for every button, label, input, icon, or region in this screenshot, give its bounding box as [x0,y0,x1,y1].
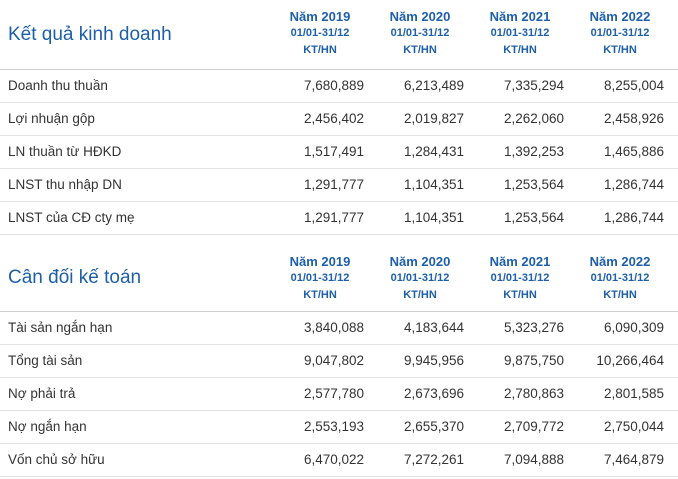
col-unit: KT/HN [303,289,337,301]
kqkd-col-head-2022: Năm 2022 01/01-31/12 KT/HN [570,8,670,59]
table-row: LNST thu nhập DN 1,291,777 1,104,351 1,2… [0,169,678,202]
row-value: 1,291,777 [303,177,364,192]
col-unit: KT/HN [603,289,637,301]
col-unit: KT/HN [303,44,337,56]
row-value: 10,266,464 [596,353,664,368]
row-value: 2,750,044 [603,419,664,434]
row-value: 9,875,750 [503,353,564,368]
row-value: 3,840,088 [303,320,364,335]
row-value: 2,780,863 [503,386,564,401]
row-value: 9,047,802 [303,353,364,368]
table-row: LNST của CĐ cty mẹ 1,291,777 1,104,351 1… [0,202,678,235]
row-value: 1,286,744 [603,177,664,192]
col-year: Năm 2022 [589,9,651,24]
cdkt-col-head-2019: Năm 2019 01/01-31/12 KT/HN [270,253,370,304]
col-year: Năm 2021 [489,254,551,269]
row-value: 2,709,772 [503,419,564,434]
row-value: 1,291,777 [303,210,364,225]
row-value: 1,286,744 [603,210,664,225]
table-row: Lợi nhuận gộp 2,456,402 2,019,827 2,262,… [0,103,678,136]
kqkd-col-head-2020: Năm 2020 01/01-31/12 KT/HN [370,8,470,59]
row-label: Tổng tài sản [8,353,83,368]
row-value: 2,019,827 [403,111,464,126]
row-label: Vốn chủ sở hữu [8,452,105,467]
table-row: Vốn chủ sở hữu 6,470,022 7,272,261 7,094… [0,444,678,477]
col-range: 01/01-31/12 [590,272,650,284]
cdkt-title: Cân đối kế toán [8,267,142,288]
cdkt-header: Cân đối kế toán Năm 2019 01/01-31/12 KT/… [0,235,678,312]
row-value: 9,945,956 [403,353,464,368]
row-value: 1,517,491 [303,144,364,159]
col-unit: KT/HN [603,44,637,56]
kqkd-header: Kết quả kinh doanh Năm 2019 01/01-31/12 … [0,0,678,70]
col-range: 01/01-31/12 [490,272,550,284]
row-value: 2,458,926 [603,111,664,126]
col-range: 01/01-31/12 [290,272,350,284]
col-year: Năm 2020 [389,254,451,269]
col-unit: KT/HN [503,44,537,56]
row-value: 1,104,351 [403,177,464,192]
row-label: LNST của CĐ cty mẹ [8,210,135,225]
row-value: 7,094,888 [503,452,564,467]
row-label: LNST thu nhập DN [8,177,122,192]
table-row: LN thuần từ HĐKD 1,517,491 1,284,431 1,3… [0,136,678,169]
col-year: Năm 2020 [389,9,451,24]
table-row: Doanh thu thuần 7,680,889 6,213,489 7,33… [0,70,678,103]
row-value: 1,253,564 [503,177,564,192]
row-value: 1,392,253 [503,144,564,159]
col-year: Năm 2019 [289,9,351,24]
row-label: Nợ ngắn hạn [8,419,87,434]
row-value: 7,464,879 [603,452,664,467]
col-unit: KT/HN [403,44,437,56]
row-label: Nợ phải trả [8,386,76,401]
row-value: 7,335,294 [503,78,564,93]
col-range: 01/01-31/12 [390,272,450,284]
kqkd-title: Kết quả kinh doanh [8,24,172,45]
table-row: Tổng tài sản 9,047,802 9,945,956 9,875,7… [0,345,678,378]
row-label: Tài sản ngắn hạn [8,320,113,335]
col-range: 01/01-31/12 [390,27,450,39]
table-row: Tài sản ngắn hạn 3,840,088 4,183,644 5,3… [0,312,678,345]
cdkt-col-head-2020: Năm 2020 01/01-31/12 KT/HN [370,253,470,304]
cdkt-col-head-2021: Năm 2021 01/01-31/12 KT/HN [470,253,570,304]
table-row: Nợ phải trả 2,577,780 2,673,696 2,780,86… [0,378,678,411]
row-label: LN thuần từ HĐKD [8,144,122,159]
row-value: 2,553,193 [303,419,364,434]
row-value: 2,262,060 [503,111,564,126]
kqkd-col-head-2019: Năm 2019 01/01-31/12 KT/HN [270,8,370,59]
kqkd-col-head-2021: Năm 2021 01/01-31/12 KT/HN [470,8,570,59]
col-range: 01/01-31/12 [290,27,350,39]
row-value: 1,104,351 [403,210,464,225]
row-value: 2,456,402 [303,111,364,126]
row-value: 5,323,276 [503,320,564,335]
col-year: Năm 2022 [589,254,651,269]
row-value: 2,801,585 [603,386,664,401]
col-unit: KT/HN [403,289,437,301]
cdkt-section: Cân đối kế toán Năm 2019 01/01-31/12 KT/… [0,235,678,477]
table-row: Nợ ngắn hạn 2,553,193 2,655,370 2,709,77… [0,411,678,444]
row-value: 1,465,886 [603,144,664,159]
kqkd-section: Kết quả kinh doanh Năm 2019 01/01-31/12 … [0,0,678,235]
col-unit: KT/HN [503,289,537,301]
row-value: 4,183,644 [403,320,464,335]
row-value: 6,470,022 [303,452,364,467]
row-value: 1,284,431 [403,144,464,159]
col-range: 01/01-31/12 [490,27,550,39]
row-value: 2,577,780 [303,386,364,401]
row-value: 8,255,004 [603,78,664,93]
row-value: 6,213,489 [403,78,464,93]
col-range: 01/01-31/12 [590,27,650,39]
row-value: 7,680,889 [303,78,364,93]
row-label: Lợi nhuận gộp [8,111,95,126]
row-value: 6,090,309 [603,320,664,335]
row-label: Doanh thu thuần [8,78,108,93]
cdkt-col-head-2022: Năm 2022 01/01-31/12 KT/HN [570,253,670,304]
row-value: 1,253,564 [503,210,564,225]
row-value: 7,272,261 [403,452,464,467]
row-value: 2,655,370 [403,419,464,434]
row-value: 2,673,696 [403,386,464,401]
col-year: Năm 2019 [289,254,351,269]
col-year: Năm 2021 [489,9,551,24]
